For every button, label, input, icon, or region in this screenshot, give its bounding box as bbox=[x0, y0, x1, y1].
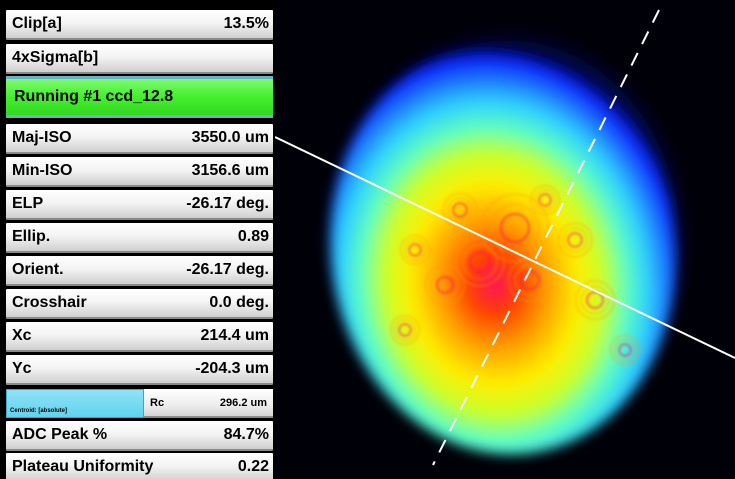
result-label: Maj-ISO bbox=[12, 129, 72, 146]
clip-label: Clip[a] bbox=[12, 15, 62, 32]
result-value: 3156.6 um bbox=[191, 162, 269, 179]
result-value: 3550.0 um bbox=[191, 129, 269, 146]
diffraction-ring bbox=[398, 323, 412, 337]
diffraction-ring bbox=[538, 193, 552, 207]
sigma-row[interactable]: 4xSigma[b] bbox=[6, 44, 273, 74]
diffraction-ring bbox=[567, 232, 583, 248]
sigma-label: 4xSigma[b] bbox=[12, 49, 99, 66]
result-value: 214.4 um bbox=[200, 327, 269, 344]
result-row[interactable]: ELP -26.17 deg. bbox=[6, 190, 273, 220]
adc-peak-label: ADC Peak % bbox=[12, 426, 108, 443]
result-value: -26.17 deg. bbox=[186, 261, 269, 278]
rc-cell[interactable]: Rc 296.2 um bbox=[144, 389, 273, 418]
plateau-row[interactable]: Plateau Uniformity 0.22 bbox=[6, 453, 273, 479]
status-bar: Running #1 ccd_12.8 bbox=[6, 76, 273, 118]
diffraction-ring bbox=[399, 234, 431, 266]
diffraction-ring bbox=[408, 243, 422, 257]
plateau-label: Plateau Uniformity bbox=[12, 458, 154, 475]
diffraction-ring bbox=[424, 264, 466, 306]
diffraction-ring bbox=[455, 237, 505, 287]
beam-intensity-image bbox=[274, 0, 735, 479]
diffraction-rings bbox=[389, 184, 641, 366]
diffraction-ring bbox=[609, 334, 641, 366]
diffraction-ring bbox=[480, 193, 550, 263]
diffraction-ring bbox=[562, 227, 588, 253]
adc-peak-value: 84.7% bbox=[223, 426, 269, 443]
diffraction-ring bbox=[580, 285, 610, 315]
beam-spot bbox=[330, 45, 676, 455]
diffraction-ring bbox=[513, 263, 547, 297]
result-row[interactable]: Xc 214.4 um bbox=[6, 322, 273, 352]
diffraction-ring bbox=[613, 338, 637, 362]
diffraction-ring bbox=[436, 276, 454, 294]
major-axis-line bbox=[274, 136, 735, 359]
result-row[interactable]: Crosshair 0.0 deg. bbox=[6, 289, 273, 319]
diffraction-ring bbox=[529, 184, 561, 216]
result-label: ELP bbox=[12, 195, 44, 212]
status-text: Running #1 ccd_12.8 bbox=[14, 88, 174, 105]
centroid-row[interactable]: Centroid: [absolute] Rc 296.2 um bbox=[6, 389, 273, 418]
result-value: 0.89 bbox=[237, 228, 269, 245]
rc-label: Rc bbox=[150, 396, 165, 409]
plateau-value: 0.22 bbox=[237, 458, 269, 475]
result-label: Ellip. bbox=[12, 228, 51, 245]
result-row[interactable]: Orient. -26.17 deg. bbox=[6, 256, 273, 286]
beam-results-panel: Clip[a] 13.5% 4xSigma[b] Running #1 ccd_… bbox=[0, 0, 275, 479]
diffraction-ring bbox=[462, 244, 498, 280]
diffraction-ring bbox=[403, 238, 427, 262]
result-row[interactable]: Maj-ISO 3550.0 um bbox=[6, 124, 273, 154]
rc-value: 296.2 um bbox=[219, 396, 267, 409]
diffraction-ring bbox=[393, 318, 417, 342]
diffraction-ring bbox=[533, 188, 557, 212]
diffraction-ring bbox=[618, 343, 632, 357]
result-row[interactable]: Yc -204.3 um bbox=[6, 355, 273, 385]
diffraction-ring bbox=[557, 222, 593, 258]
result-label: Min-ISO bbox=[12, 162, 73, 179]
diffraction-ring bbox=[452, 202, 468, 218]
clip-value: 13.5% bbox=[223, 15, 269, 32]
beam-profile-view[interactable] bbox=[274, 0, 735, 479]
clip-row[interactable]: Clip[a] 13.5% bbox=[6, 10, 273, 40]
result-row[interactable]: Min-ISO 3156.6 um bbox=[6, 157, 273, 187]
result-label: Crosshair bbox=[12, 294, 87, 311]
result-value: -26.17 deg. bbox=[186, 195, 269, 212]
centroid-mode-label[interactable]: Centroid: [absolute] bbox=[6, 389, 144, 418]
result-label: Yc bbox=[12, 360, 32, 377]
diffraction-ring bbox=[500, 213, 530, 243]
adc-peak-row[interactable]: ADC Peak % 84.7% bbox=[6, 421, 273, 451]
diffraction-ring bbox=[389, 314, 421, 346]
diffraction-ring bbox=[586, 291, 604, 309]
result-value: -204.3 um bbox=[195, 360, 269, 377]
result-label: Orient. bbox=[12, 261, 64, 278]
diffraction-ring bbox=[507, 257, 553, 303]
diffraction-ring bbox=[430, 270, 460, 300]
result-row[interactable]: Ellip. 0.89 bbox=[6, 223, 273, 253]
diffraction-ring bbox=[469, 251, 491, 273]
minor-axis-line bbox=[432, 9, 660, 466]
diffraction-ring bbox=[447, 197, 473, 223]
result-label: Xc bbox=[12, 327, 32, 344]
result-value: 0.0 deg. bbox=[209, 294, 269, 311]
